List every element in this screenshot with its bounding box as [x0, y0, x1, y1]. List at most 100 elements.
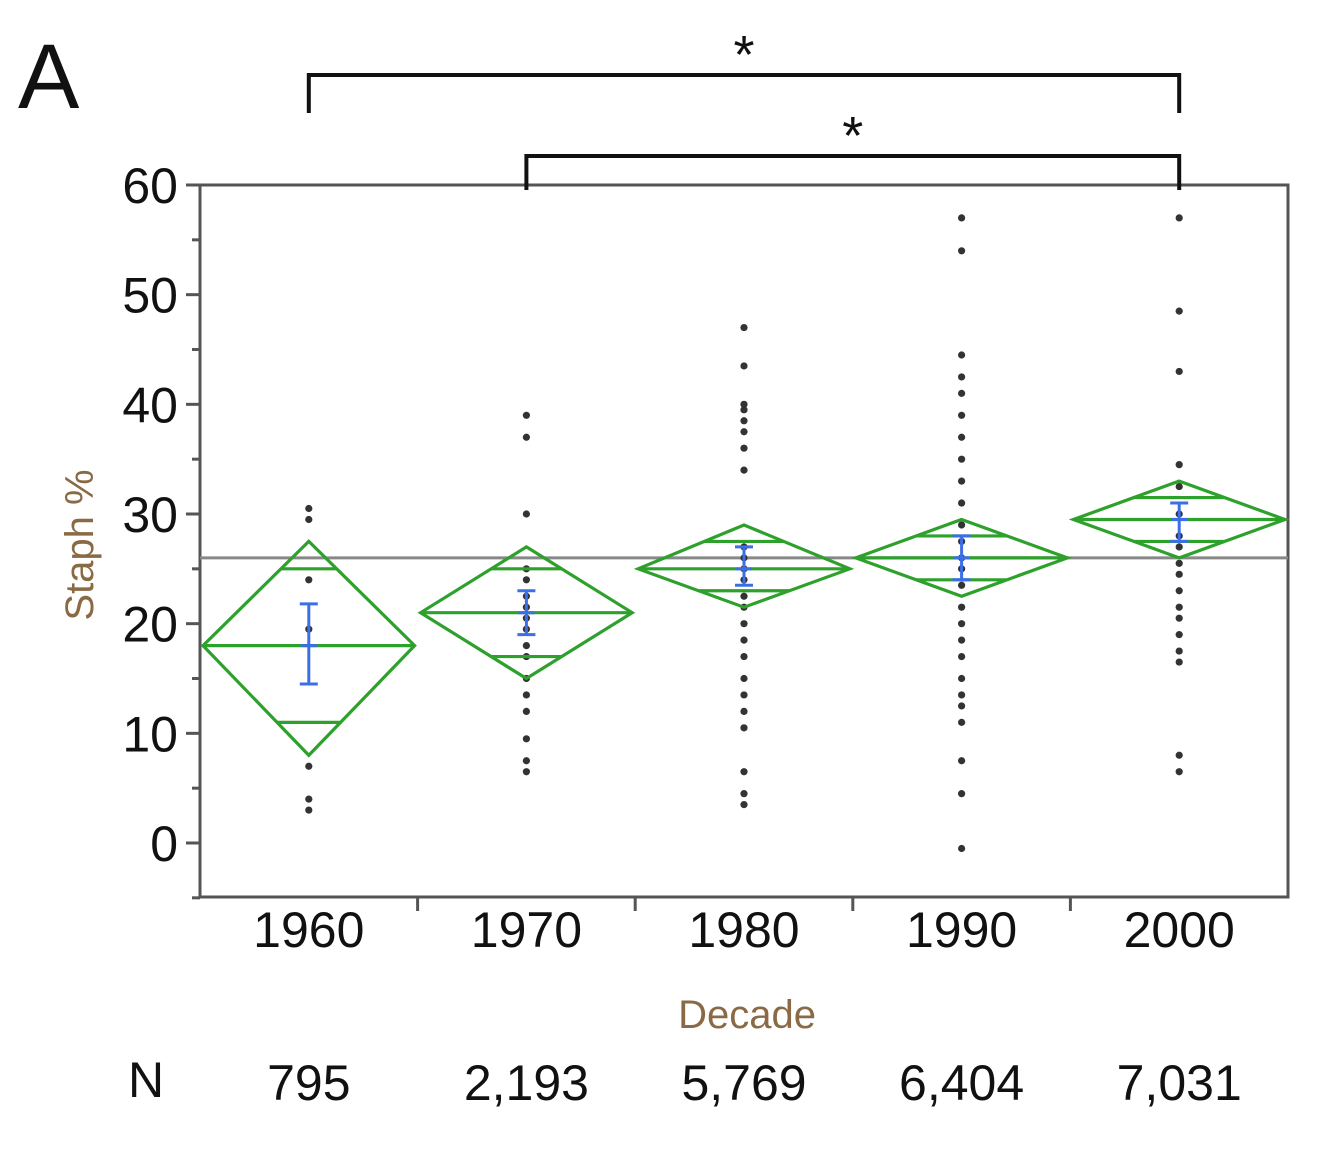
y-tick-label: 0 — [150, 816, 178, 872]
data-point — [958, 844, 966, 853]
data-point — [740, 790, 748, 798]
data-point — [958, 351, 966, 359]
data-point — [740, 707, 748, 716]
significance-bracket — [524, 154, 1182, 190]
data-point — [1175, 543, 1183, 551]
data-point — [958, 581, 966, 589]
significance-star: * — [842, 106, 863, 166]
significance-star: * — [733, 25, 754, 85]
x-tick-label: 1970 — [471, 902, 582, 958]
means-diamond — [633, 523, 855, 609]
n-row-label: N — [128, 1052, 164, 1108]
data-point — [1175, 482, 1183, 491]
data-point — [740, 636, 748, 644]
y-axis-label: Staph % — [58, 469, 102, 620]
y-tick-label: 60 — [122, 158, 178, 214]
data-point — [1175, 768, 1183, 776]
y-tick-label: 20 — [122, 597, 178, 653]
data-point — [1175, 307, 1183, 315]
data-point — [305, 806, 313, 814]
data-point — [1175, 751, 1183, 759]
data-point — [958, 674, 966, 683]
n-value: 5,769 — [681, 1055, 806, 1111]
data-point — [958, 433, 966, 441]
data-point — [305, 795, 313, 803]
data-point — [740, 592, 748, 600]
data-point — [1175, 658, 1183, 666]
x-tick-label: 2000 — [1124, 902, 1235, 958]
data-point — [1175, 587, 1183, 595]
data-point — [958, 373, 966, 381]
data-point — [958, 691, 966, 699]
data-point — [522, 433, 531, 441]
data-point — [1175, 570, 1183, 578]
data-point — [1175, 214, 1183, 222]
data-point — [522, 768, 531, 776]
data-point — [1175, 603, 1183, 611]
plot-frame — [198, 183, 1290, 899]
data-point — [740, 652, 748, 661]
panel-label: A — [18, 26, 80, 128]
means-diamond — [417, 545, 636, 681]
data-point — [958, 702, 966, 710]
data-point — [305, 504, 313, 513]
data-point — [958, 652, 966, 661]
data-point — [305, 576, 313, 584]
means-diamond — [1068, 479, 1290, 560]
data-point — [740, 362, 748, 370]
data-point — [958, 636, 966, 644]
data-point — [958, 455, 966, 463]
y-tick-label: 40 — [122, 377, 178, 433]
data-point — [305, 515, 313, 524]
data-point — [522, 576, 531, 584]
data-point — [1175, 647, 1183, 655]
means-diamond — [851, 517, 1073, 598]
data-point — [740, 620, 748, 628]
data-point — [522, 411, 531, 419]
data-point — [958, 620, 966, 628]
plot-area: 0 10 20 30 40 50 60 1960 1970 1980 1990 2000 — [122, 158, 1290, 958]
data-point — [740, 417, 748, 425]
data-point — [958, 389, 966, 397]
x-tick-label: 1990 — [906, 902, 1017, 958]
data-point — [522, 642, 531, 650]
data-point — [740, 323, 748, 332]
y-tick-label: 10 — [122, 706, 178, 762]
data-point — [958, 718, 966, 726]
data-point — [740, 406, 748, 414]
data-point — [740, 724, 748, 732]
means-diamond — [200, 539, 417, 758]
data-point — [958, 757, 966, 765]
n-value: 7,031 — [1117, 1055, 1242, 1111]
x-tick-label: 1960 — [253, 902, 364, 958]
data-point — [1175, 614, 1183, 622]
data-point — [740, 428, 748, 436]
data-point — [1175, 367, 1183, 376]
data-point — [958, 477, 966, 485]
data-point — [958, 499, 966, 507]
data-point — [958, 247, 966, 255]
data-point — [740, 674, 748, 683]
y-tick-label: 30 — [122, 487, 178, 543]
data-point — [958, 214, 966, 222]
x-axis-label: Decade — [678, 993, 816, 1037]
data-point — [305, 762, 313, 770]
data-point — [522, 735, 531, 743]
data-point — [522, 757, 531, 765]
data-point — [740, 691, 748, 699]
significance-bracket — [306, 73, 1182, 113]
data-point — [740, 466, 748, 474]
data-point — [1175, 559, 1183, 567]
data-point — [958, 521, 966, 529]
y-tick-label: 50 — [122, 268, 178, 324]
data-point — [958, 603, 966, 611]
data-point — [740, 768, 748, 776]
data-point — [958, 790, 966, 798]
data-point — [522, 510, 531, 518]
data-point — [522, 707, 531, 716]
n-value: 795 — [267, 1055, 350, 1111]
data-point — [740, 801, 748, 809]
data-point — [740, 444, 748, 452]
data-point — [1175, 461, 1183, 469]
